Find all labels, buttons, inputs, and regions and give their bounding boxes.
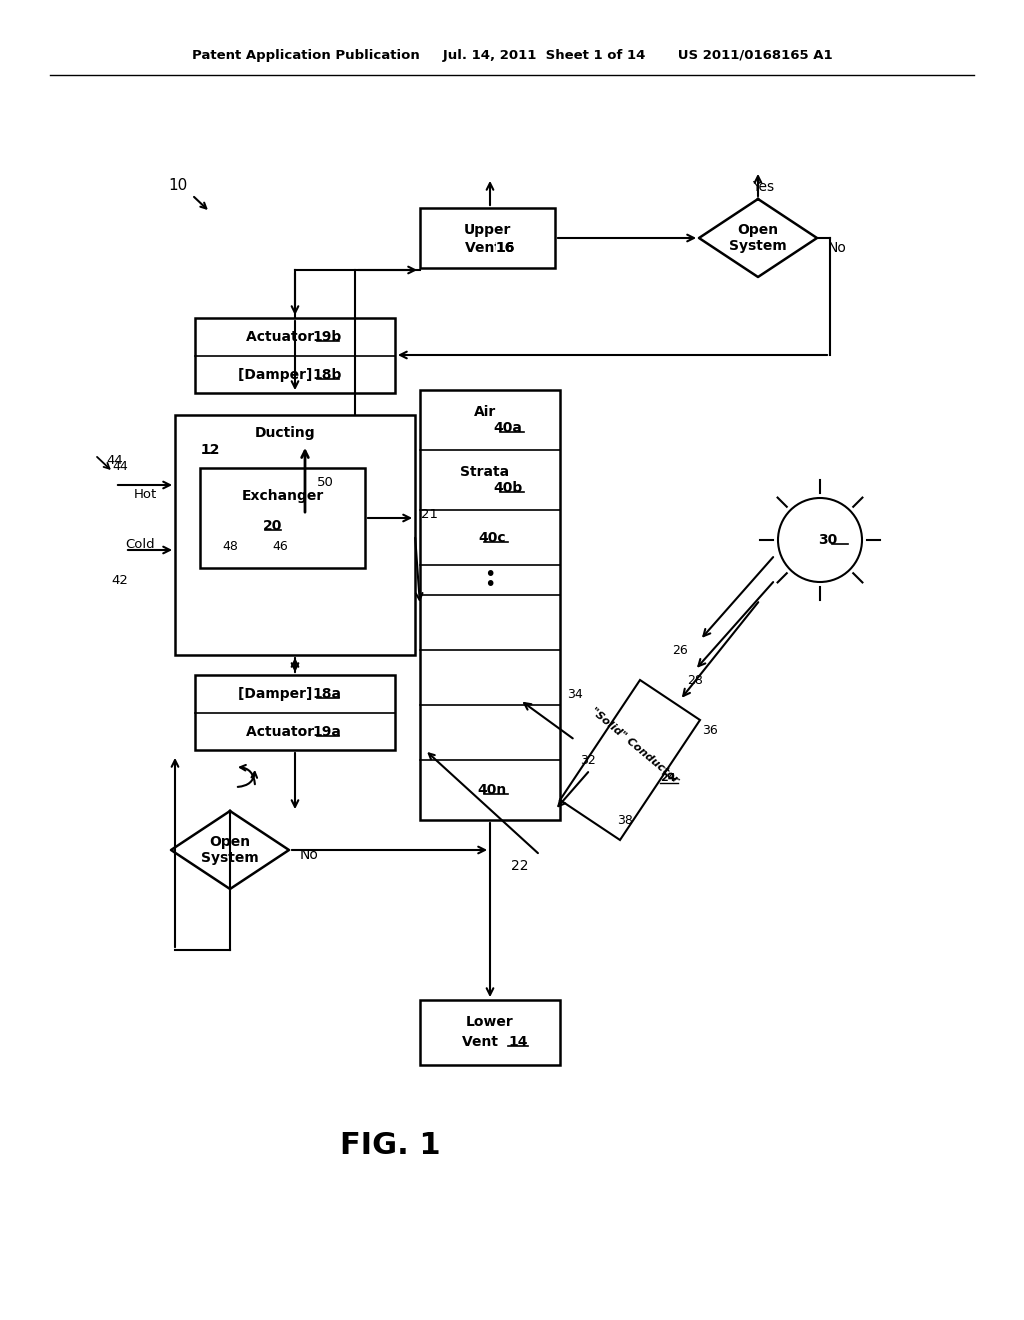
- Text: 44: 44: [112, 459, 128, 473]
- Text: •: •: [484, 576, 496, 594]
- Text: Cold: Cold: [125, 539, 155, 552]
- Bar: [175, 414, 415, 655]
- Text: 22: 22: [511, 859, 528, 873]
- Text: 40c: 40c: [478, 531, 506, 544]
- Bar: [420, 209, 555, 268]
- Text: 18b: 18b: [312, 368, 342, 381]
- Bar: [420, 389, 560, 820]
- Text: 26: 26: [672, 644, 688, 656]
- Text: 12: 12: [201, 444, 220, 457]
- Text: 32: 32: [581, 754, 596, 767]
- Text: Vent: Vent: [462, 1035, 508, 1049]
- Text: Air: Air: [474, 405, 496, 418]
- Bar: [420, 1001, 560, 1065]
- Text: Yes: Yes: [752, 180, 774, 194]
- Text: System: System: [729, 239, 786, 253]
- Text: No: No: [827, 242, 847, 255]
- Text: 28: 28: [687, 673, 702, 686]
- Text: Vent: Vent: [465, 242, 510, 255]
- Bar: [195, 675, 395, 750]
- Text: 30: 30: [818, 533, 838, 546]
- Text: 14: 14: [508, 1035, 527, 1049]
- Text: [Damper]: [Damper]: [238, 686, 323, 701]
- Text: 36: 36: [702, 723, 718, 737]
- Text: Lower: Lower: [466, 1015, 514, 1030]
- Bar: [200, 469, 365, 568]
- Text: Patent Application Publication     Jul. 14, 2011  Sheet 1 of 14       US 2011/01: Patent Application Publication Jul. 14, …: [191, 49, 833, 62]
- Text: Upper: Upper: [464, 223, 511, 238]
- Text: 18a: 18a: [312, 686, 341, 701]
- Text: 19b: 19b: [312, 330, 342, 345]
- Text: 40b: 40b: [494, 480, 522, 495]
- Text: 34: 34: [567, 689, 583, 701]
- Text: 40a: 40a: [494, 421, 522, 436]
- Text: [Damper]: [Damper]: [238, 368, 323, 381]
- Bar: [195, 318, 395, 393]
- Text: 50: 50: [316, 477, 334, 490]
- Text: 10: 10: [168, 177, 187, 193]
- Text: 16: 16: [496, 242, 515, 255]
- Text: FIG. 1: FIG. 1: [340, 1130, 440, 1159]
- Text: Hot: Hot: [133, 488, 157, 502]
- Text: System: System: [201, 851, 259, 865]
- Text: 46: 46: [272, 540, 288, 553]
- Text: No: No: [300, 847, 318, 862]
- Text: 24: 24: [660, 774, 676, 783]
- Text: Open: Open: [210, 836, 251, 849]
- Text: Actuator: Actuator: [246, 330, 324, 345]
- Text: 38: 38: [617, 813, 633, 826]
- Text: 42: 42: [112, 573, 128, 586]
- Text: Exchanger: Exchanger: [242, 488, 324, 503]
- Text: "Solid" Conductor: "Solid" Conductor: [589, 705, 681, 784]
- Text: 44: 44: [106, 454, 123, 466]
- Text: 16: 16: [496, 242, 515, 255]
- Text: Ducting: Ducting: [255, 426, 315, 440]
- Text: Actuator: Actuator: [246, 725, 324, 739]
- Text: 48: 48: [222, 540, 238, 553]
- Text: 20: 20: [263, 519, 283, 533]
- Text: 40n: 40n: [477, 783, 507, 797]
- Text: 21: 21: [421, 508, 437, 521]
- Text: Strata: Strata: [461, 465, 510, 479]
- Text: Open: Open: [737, 223, 778, 238]
- Text: 19a: 19a: [312, 725, 341, 739]
- Text: •: •: [484, 565, 496, 585]
